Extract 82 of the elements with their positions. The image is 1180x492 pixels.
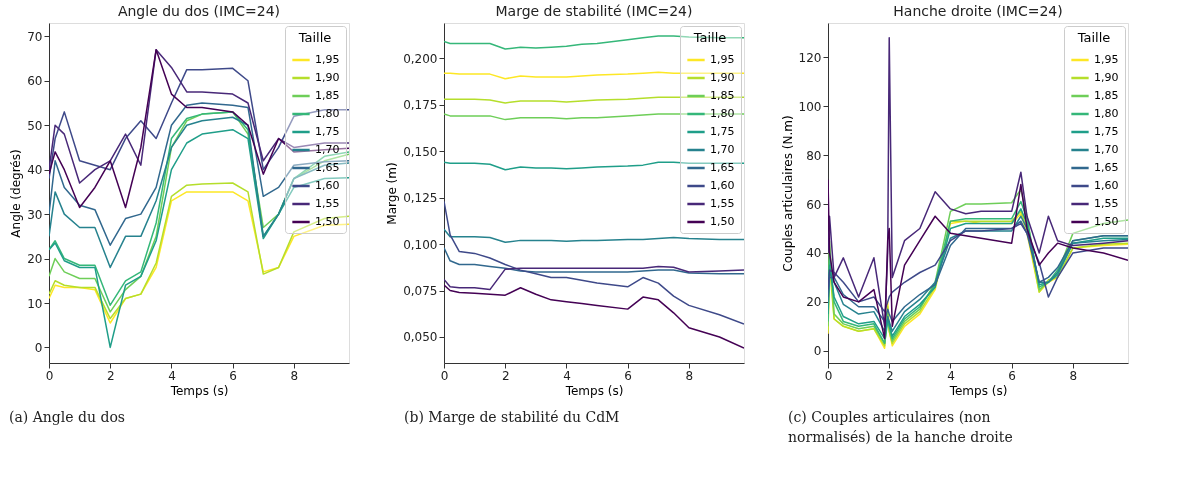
x-tick-label: 0 [824,368,833,383]
legend-label: 1,90 [315,71,340,84]
legend-label: 1,95 [315,53,340,66]
legend-label: 1,90 [1094,71,1119,84]
x-tick-label: 8 [685,368,694,383]
legend-label: 1,80 [710,107,735,120]
y-tick-label: 10 [27,296,43,311]
x-tick-label: 4 [947,368,955,383]
x-tick-label: 2 [885,368,894,383]
y-axis-title: Angle (degrés) [9,149,24,238]
y-tick-label: 0 [34,340,43,355]
legend-label: 1,50 [1094,215,1119,228]
y-tick-label: 0,150 [403,144,438,159]
x-tick-label: 8 [290,368,299,383]
y-tick-label: 0,175 [403,98,438,113]
y-tick-label: 80 [806,148,822,163]
legend-label: 1,95 [1094,53,1119,66]
chart-title: Marge de stabilité (IMC=24) [495,3,693,19]
y-tick-label: 40 [806,246,822,261]
text: (b) Marge de stabilité du CdM [404,409,620,425]
legend-label: 1,75 [315,125,340,138]
x-tick-label: 6 [624,368,632,383]
legend-label: 1,85 [710,89,735,102]
legend-label: 1,65 [1094,161,1119,174]
x-axis-title: Temps (s) [948,383,1008,398]
x-tick-label: 0 [45,368,54,383]
y-tick-label: 0,050 [403,330,438,345]
y-tick-label: 30 [27,207,43,222]
legend-title: Taille [692,30,727,45]
x-tick-label: 2 [106,368,115,383]
y-tick-label: 0,125 [403,191,438,206]
legend-label: 1,80 [315,107,340,120]
x-tick-label: 4 [563,368,571,383]
text: (a) Angle du dos [9,409,126,425]
legend-label: 1,60 [710,179,735,192]
text: (c) Couples articulaires (non normalisés) de la hanche droite [788,409,1013,445]
legend-label: 1,75 [710,125,735,138]
legend-label: 1,65 [315,161,340,174]
y-tick-label: 40 [27,163,43,178]
legend-title: Taille [1076,30,1111,45]
legend-label: 1,70 [1094,143,1119,156]
legend-label: 1,50 [710,215,735,228]
x-tick-label: 6 [1008,368,1016,383]
legend-label: 1,70 [710,143,735,156]
x-axis-title: Temps (s) [169,383,229,398]
y-axis-title: Couples articulaires (N.m) [780,115,795,272]
legend-label: 1,55 [710,197,735,210]
y-tick-label: 60 [806,197,822,212]
legend-label: 1,95 [710,53,735,66]
x-tick-label: 4 [168,368,176,383]
legend-label: 1,60 [1094,179,1119,192]
x-axis-title: Temps (s) [564,383,624,398]
legend-label: 1,85 [315,89,340,102]
legend-label: 1,50 [315,215,340,228]
y-tick-label: 0,200 [403,51,438,66]
legend-label: 1,85 [1094,89,1119,102]
y-tick-label: 0 [813,344,822,359]
legend-label: 1,55 [315,197,340,210]
legend-title: Taille [297,30,332,45]
x-tick-label: 6 [229,368,237,383]
legend-label: 1,55 [1094,197,1119,210]
y-tick-label: 0,075 [403,284,438,299]
y-tick-label: 70 [27,29,43,44]
chart-title: Hanche droite (IMC=24) [893,3,1063,19]
x-tick-label: 2 [501,368,510,383]
x-tick-label: 8 [1069,368,1078,383]
y-tick-label: 60 [27,74,43,89]
y-tick-label: 0,100 [403,237,438,252]
legend-label: 1,80 [1094,107,1119,120]
chart-title: Angle du dos (IMC=24) [117,3,281,19]
y-axis-title: Marge (m) [385,162,400,225]
legend-label: 1,70 [315,143,340,156]
y-tick-label: 100 [798,99,822,114]
y-tick-label: 50 [27,118,43,133]
y-tick-label: 20 [806,295,822,310]
y-tick-label: 20 [27,252,43,267]
x-tick-label: 0 [440,368,449,383]
y-tick-label: 120 [798,50,822,65]
legend-label: 1,90 [710,71,735,84]
legend-label: 1,75 [1094,125,1119,138]
legend-label: 1,65 [710,161,735,174]
legend-label: 1,60 [315,179,340,192]
